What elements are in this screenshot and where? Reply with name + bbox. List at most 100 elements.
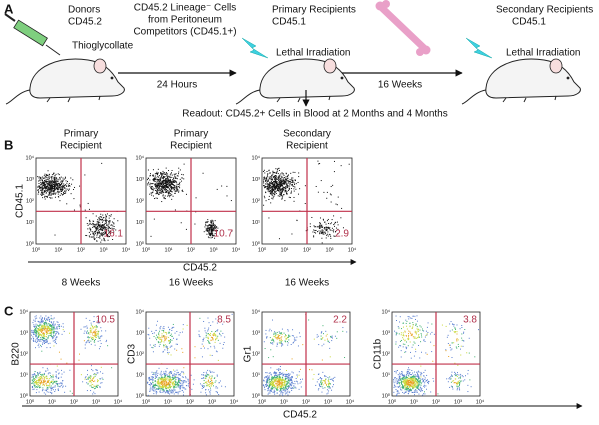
dot	[94, 339, 96, 341]
dot	[53, 176, 55, 178]
dot	[321, 383, 323, 385]
dot	[331, 227, 333, 229]
dot	[90, 331, 92, 333]
dot	[321, 359, 323, 361]
dot	[273, 192, 275, 194]
dot	[209, 393, 211, 395]
dot	[45, 192, 47, 194]
dot	[170, 187, 172, 189]
dot	[88, 208, 90, 210]
dot	[276, 169, 278, 171]
dot	[57, 369, 59, 371]
dot	[178, 334, 180, 336]
dot	[62, 193, 64, 195]
dot	[93, 381, 95, 383]
dot	[213, 377, 215, 379]
dot	[49, 320, 51, 322]
dot	[171, 326, 173, 328]
dot	[268, 195, 270, 197]
dot	[49, 328, 51, 330]
dot	[41, 328, 43, 330]
dot	[178, 186, 180, 188]
dot	[56, 331, 58, 333]
dot	[50, 190, 52, 192]
dot	[64, 192, 66, 194]
dot	[61, 382, 63, 384]
dot	[99, 223, 101, 225]
dot	[155, 383, 157, 385]
dot	[265, 381, 267, 383]
dot	[162, 180, 164, 182]
dot	[105, 218, 107, 220]
dot	[270, 189, 272, 191]
dot	[47, 343, 49, 345]
dot	[39, 329, 41, 331]
dot	[174, 373, 176, 375]
dot	[322, 333, 324, 335]
dot	[34, 378, 36, 380]
dot	[92, 222, 94, 224]
dot	[90, 223, 92, 225]
dot	[50, 187, 52, 189]
dot	[51, 186, 53, 188]
dot	[205, 230, 207, 232]
dot	[46, 381, 48, 383]
dot	[164, 372, 166, 374]
dot	[58, 333, 60, 335]
dot	[270, 367, 272, 369]
dot	[53, 178, 55, 180]
dot	[45, 315, 47, 317]
dot	[320, 383, 322, 385]
dot	[158, 382, 160, 384]
dot	[165, 180, 167, 182]
dot	[91, 337, 93, 339]
dot	[163, 346, 165, 348]
dot	[328, 382, 330, 384]
dot	[212, 337, 214, 339]
dot	[270, 330, 272, 332]
dot	[56, 321, 58, 323]
dot	[273, 180, 275, 182]
dot	[53, 381, 55, 383]
dot	[298, 172, 300, 174]
dot	[266, 380, 268, 382]
dot	[285, 341, 287, 343]
dot	[176, 188, 178, 190]
dot	[211, 354, 213, 356]
dot	[206, 233, 208, 235]
dot	[36, 324, 38, 326]
dot	[46, 326, 48, 328]
dot	[331, 378, 333, 380]
dot	[31, 382, 33, 384]
x-tick-label: 10³	[100, 247, 108, 253]
dot	[170, 194, 172, 196]
dot	[163, 381, 165, 383]
dot	[49, 186, 51, 188]
dot	[207, 227, 209, 229]
dot	[53, 326, 55, 328]
dot	[328, 387, 330, 389]
dot	[42, 184, 44, 186]
dot	[31, 379, 33, 381]
dot	[410, 390, 412, 392]
dot	[269, 337, 271, 339]
donor-strain: CD45.2	[68, 17, 102, 28]
dot	[169, 380, 171, 382]
dot	[40, 324, 42, 326]
dot	[268, 377, 270, 379]
dot	[54, 175, 56, 177]
dot	[42, 320, 44, 322]
dot	[86, 369, 88, 371]
dot	[282, 387, 284, 389]
dot	[167, 382, 169, 384]
dot	[171, 191, 173, 193]
dots	[146, 163, 233, 239]
dot	[272, 382, 274, 384]
dot	[318, 226, 320, 228]
dot	[100, 218, 102, 220]
dot	[68, 188, 70, 190]
dot	[270, 389, 272, 391]
dot	[212, 382, 214, 384]
dot	[179, 169, 181, 171]
dot	[320, 332, 322, 334]
